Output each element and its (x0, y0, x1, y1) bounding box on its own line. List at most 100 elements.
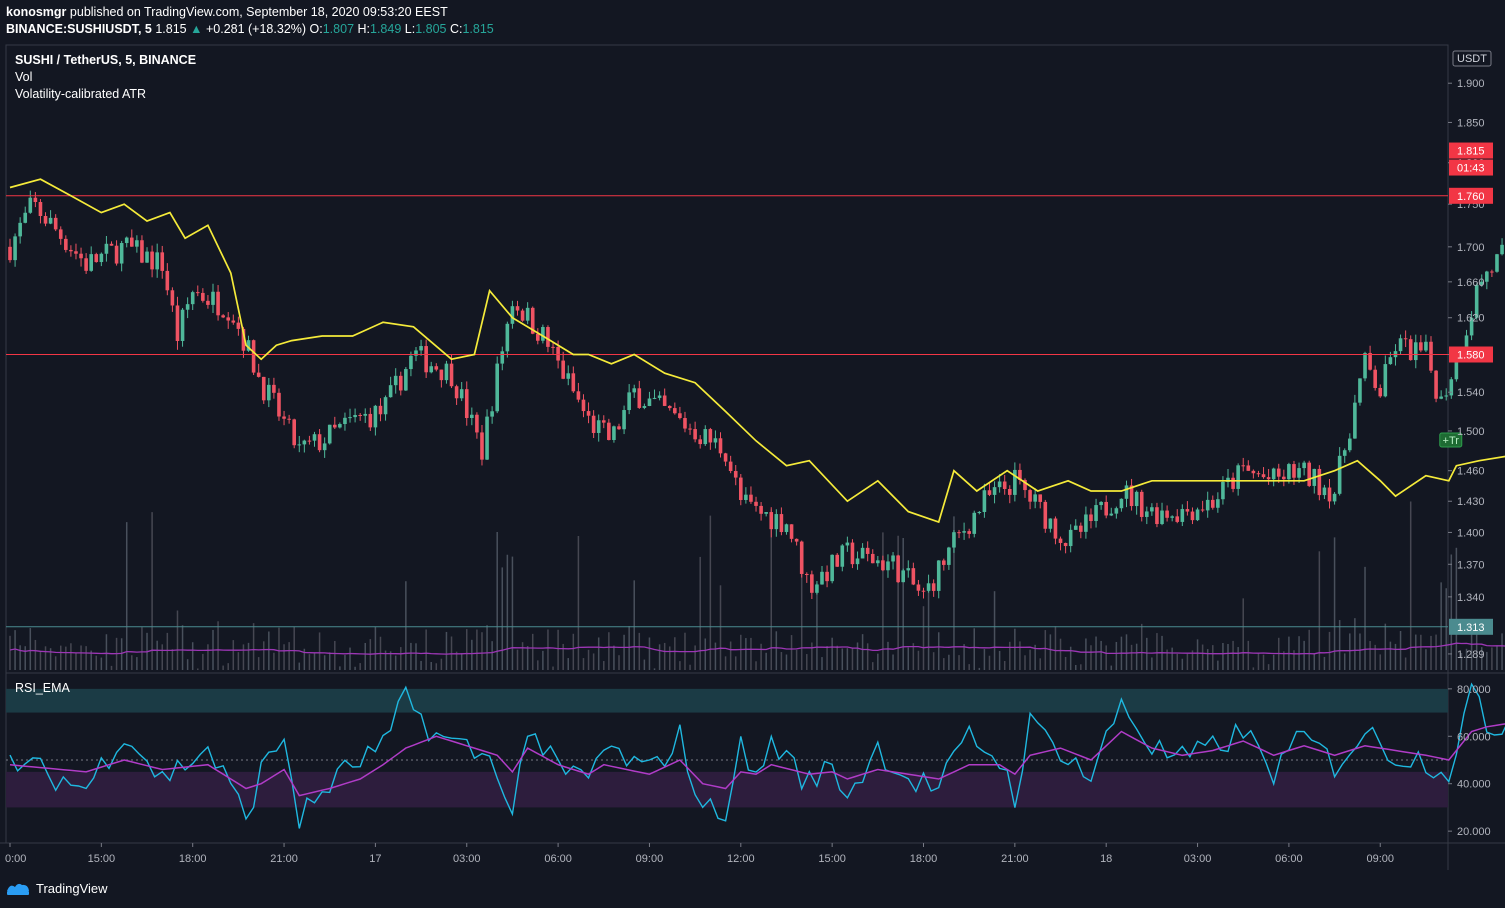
candle-body[interactable] (921, 590, 926, 592)
candle-body[interactable] (1058, 538, 1063, 543)
candle-body[interactable] (434, 366, 439, 370)
candle-body[interactable] (1353, 402, 1357, 439)
candle-body[interactable] (368, 413, 373, 428)
candlestick-series[interactable] (8, 122, 1505, 600)
candle-body[interactable] (850, 542, 855, 565)
candle-body[interactable] (211, 291, 215, 305)
candle-body[interactable] (373, 405, 378, 428)
candle-body[interactable] (267, 384, 271, 401)
candle-body[interactable] (201, 292, 205, 301)
candle-body[interactable] (1266, 477, 1271, 480)
candle-body[interactable] (170, 290, 175, 306)
candle-body[interactable] (84, 258, 88, 271)
candle-body[interactable] (500, 351, 505, 364)
candle-body[interactable] (292, 419, 296, 446)
candle-body[interactable] (637, 388, 642, 408)
candle-body[interactable] (1145, 511, 1149, 517)
candle-body[interactable] (454, 386, 459, 399)
candle-body[interactable] (515, 306, 520, 311)
candle-body[interactable] (1007, 488, 1012, 495)
candle-body[interactable] (94, 254, 99, 263)
candle-body[interactable] (1210, 499, 1215, 508)
volume-legend[interactable]: Vol (15, 70, 33, 84)
candle-body[interactable] (1155, 507, 1159, 525)
candle-body[interactable] (109, 243, 114, 246)
candle-body[interactable] (718, 438, 723, 454)
candle-body[interactable] (556, 346, 560, 361)
candle-body[interactable] (449, 363, 454, 387)
candle-body[interactable] (1033, 494, 1037, 502)
candle-body[interactable] (749, 494, 753, 502)
candle-body[interactable] (728, 461, 733, 472)
candle-body[interactable] (104, 243, 109, 254)
candle-body[interactable] (733, 471, 738, 478)
candle-body[interactable] (779, 514, 784, 533)
candle-body[interactable] (1134, 491, 1139, 507)
candle-body[interactable] (764, 512, 768, 514)
candle-body[interactable] (1373, 369, 1377, 388)
candle-body[interactable] (1261, 474, 1266, 478)
candle-body[interactable] (1099, 501, 1103, 506)
candle-body[interactable] (48, 217, 53, 224)
candle-body[interactable] (1419, 342, 1423, 351)
candle-body[interactable] (810, 574, 814, 593)
candle-body[interactable] (18, 222, 22, 237)
candle-body[interactable] (784, 524, 789, 533)
candle-body[interactable] (363, 413, 368, 416)
candle-body[interactable] (947, 547, 951, 565)
candle-body[interactable] (916, 584, 921, 591)
candle-body[interactable] (1129, 485, 1134, 507)
candle-body[interactable] (58, 229, 63, 239)
candle-body[interactable] (490, 411, 494, 417)
countdown-tag-box[interactable] (1449, 159, 1493, 176)
candle-body[interactable] (525, 307, 530, 321)
candle-body[interactable] (180, 309, 185, 341)
candle-body[interactable] (343, 417, 347, 425)
candle-body[interactable] (865, 547, 870, 554)
volume-scale-tag-box[interactable] (1449, 618, 1493, 635)
candle-body[interactable] (627, 392, 631, 411)
candle-body[interactable] (541, 327, 545, 341)
candle-body[interactable] (1221, 481, 1225, 500)
candle-body[interactable] (221, 315, 225, 318)
candle-body[interactable] (277, 392, 281, 417)
candle-body[interactable] (647, 398, 652, 406)
candle-body[interactable] (322, 443, 327, 451)
candle-body[interactable] (1302, 462, 1306, 469)
candle-body[interactable] (231, 320, 236, 323)
candle-body[interactable] (1205, 499, 1210, 511)
candle-body[interactable] (53, 217, 58, 230)
candle-body[interactable] (739, 477, 743, 500)
candle-body[interactable] (99, 253, 104, 263)
candle-body[interactable] (967, 531, 971, 534)
candle-body[interactable] (119, 243, 124, 264)
candle-body[interactable] (571, 373, 576, 392)
candle-body[interactable] (1165, 510, 1169, 518)
candle-body[interactable] (1246, 465, 1251, 471)
candle-body[interactable] (510, 306, 515, 324)
candle-body[interactable] (160, 252, 165, 271)
candle-body[interactable] (424, 346, 428, 373)
candle-body[interactable] (1408, 339, 1413, 361)
candle-body[interactable] (1028, 490, 1032, 502)
candle-body[interactable] (475, 414, 479, 433)
candle-body[interactable] (1485, 271, 1489, 282)
candle-body[interactable] (926, 583, 931, 591)
candle-body[interactable] (642, 405, 647, 408)
candle-body[interactable] (1342, 450, 1347, 456)
candle-body[interactable] (886, 561, 890, 571)
candle-body[interactable] (414, 350, 418, 356)
candle-body[interactable] (1322, 487, 1327, 496)
candle-body[interactable] (1469, 317, 1474, 336)
candle-body[interactable] (667, 405, 672, 409)
price-axis[interactable]: 1.9001.8501.8001.7501.7001.6601.6201.580… (1448, 50, 1493, 661)
candle-body[interactable] (1378, 387, 1383, 397)
candle-body[interactable] (1337, 455, 1342, 494)
candle-body[interactable] (972, 512, 977, 534)
candle-body[interactable] (962, 531, 966, 533)
candle-body[interactable] (789, 524, 794, 539)
candle-body[interactable] (1038, 494, 1043, 502)
candle-body[interactable] (693, 429, 697, 440)
candle-body[interactable] (1368, 352, 1372, 370)
candle-body[interactable] (1068, 529, 1073, 547)
